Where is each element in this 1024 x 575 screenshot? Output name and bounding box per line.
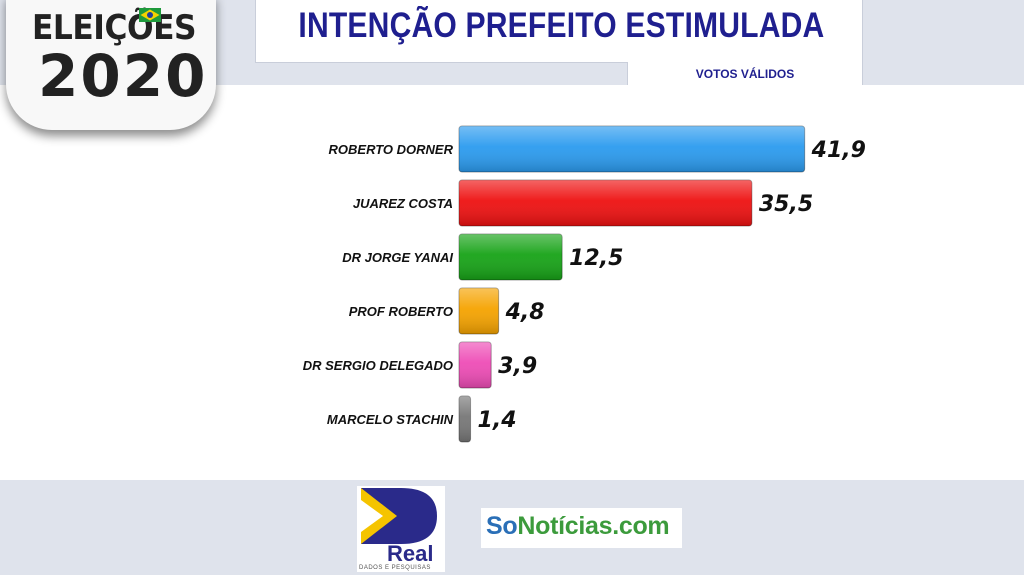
badge-line1: ELEIÇÕES	[32, 8, 197, 48]
sonoticias-logo: SoNotícias.com	[481, 508, 682, 548]
value-label-roberto-dorner: 41,9	[811, 138, 866, 163]
sonoticias-text: SoNotícias.com	[486, 512, 670, 541]
bar-shine-dr-jorge-yanai	[459, 234, 563, 280]
value-label-juarez-costa: 35,5	[759, 192, 813, 217]
bar-chart: ROBERTO DORNER 41,9 JUAREZ COSTA 35,5 DR JOR…	[303, 125, 866, 443]
subtitle-box: VOTOS VÁLIDOS	[627, 62, 863, 85]
value-label-marcelo-stachin: 1,4	[478, 408, 517, 433]
value-label-prof-roberto: 4,8	[505, 300, 545, 325]
bars-group: ROBERTO DORNER 41,9 JUAREZ COSTA 35,5 DR JOR…	[303, 125, 866, 443]
sonoticias-rest: Notícias.com	[517, 512, 670, 540]
bar-shine-juarez-costa	[459, 180, 752, 226]
value-label-dr-jorge-yanai: 12,5	[569, 246, 623, 271]
category-label-dr-jorge-yanai: DR JORGE YANAI	[342, 250, 453, 265]
real-logo-subtext: DADOS E PESQUISAS	[359, 565, 431, 571]
bar-shine-prof-roberto	[459, 288, 499, 334]
category-label-juarez-costa: JUAREZ COSTA	[353, 196, 453, 211]
value-label-dr-sergio-delegado: 3,9	[498, 354, 537, 379]
category-label-dr-sergio-delegado: DR SERGIO DELEGADO	[303, 358, 453, 373]
category-label-prof-roberto: PROF ROBERTO	[349, 304, 453, 319]
bar-shine-marcelo-stachin	[459, 396, 471, 442]
real-logo-icon	[357, 486, 445, 546]
category-label-roberto-dorner: ROBERTO DORNER	[329, 142, 454, 157]
chart-subtitle: VOTOS VÁLIDOS	[695, 67, 795, 81]
category-label-marcelo-stachin: MARCELO STACHIN	[327, 412, 454, 427]
badge-line2: 2020	[38, 42, 208, 110]
chart-title: INTENÇÃO PREFEITO ESTIMULADA	[298, 6, 825, 45]
elections-badge: ELEIÇÕES 2020	[6, 0, 216, 130]
real-logo-text: Real	[387, 541, 434, 566]
real-logo: Real DADOS E PESQUISAS	[357, 486, 445, 572]
sonoticias-so: So	[486, 512, 518, 540]
title-box: INTENÇÃO PREFEITO ESTIMULADA	[255, 0, 863, 63]
bar-shine-dr-sergio-delegado	[459, 342, 492, 388]
brazil-flag-icon	[139, 8, 161, 22]
bar-shine-roberto-dorner	[459, 126, 805, 172]
